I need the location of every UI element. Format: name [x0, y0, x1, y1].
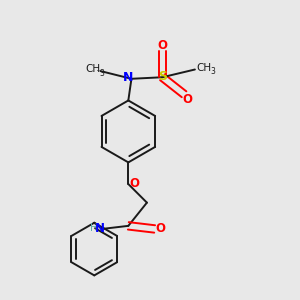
Text: N: N — [94, 221, 104, 235]
Text: O: O — [155, 221, 165, 235]
Text: S: S — [158, 70, 167, 83]
Text: CH: CH — [85, 64, 100, 74]
Text: CH: CH — [196, 63, 212, 73]
Text: O: O — [129, 177, 139, 190]
Text: 3: 3 — [99, 69, 104, 78]
Text: methyl: methyl — [97, 70, 101, 71]
Text: O: O — [158, 39, 168, 52]
Text: 3: 3 — [210, 67, 215, 76]
Text: N: N — [122, 71, 133, 84]
Text: O: O — [183, 93, 193, 106]
Text: H: H — [90, 223, 98, 233]
